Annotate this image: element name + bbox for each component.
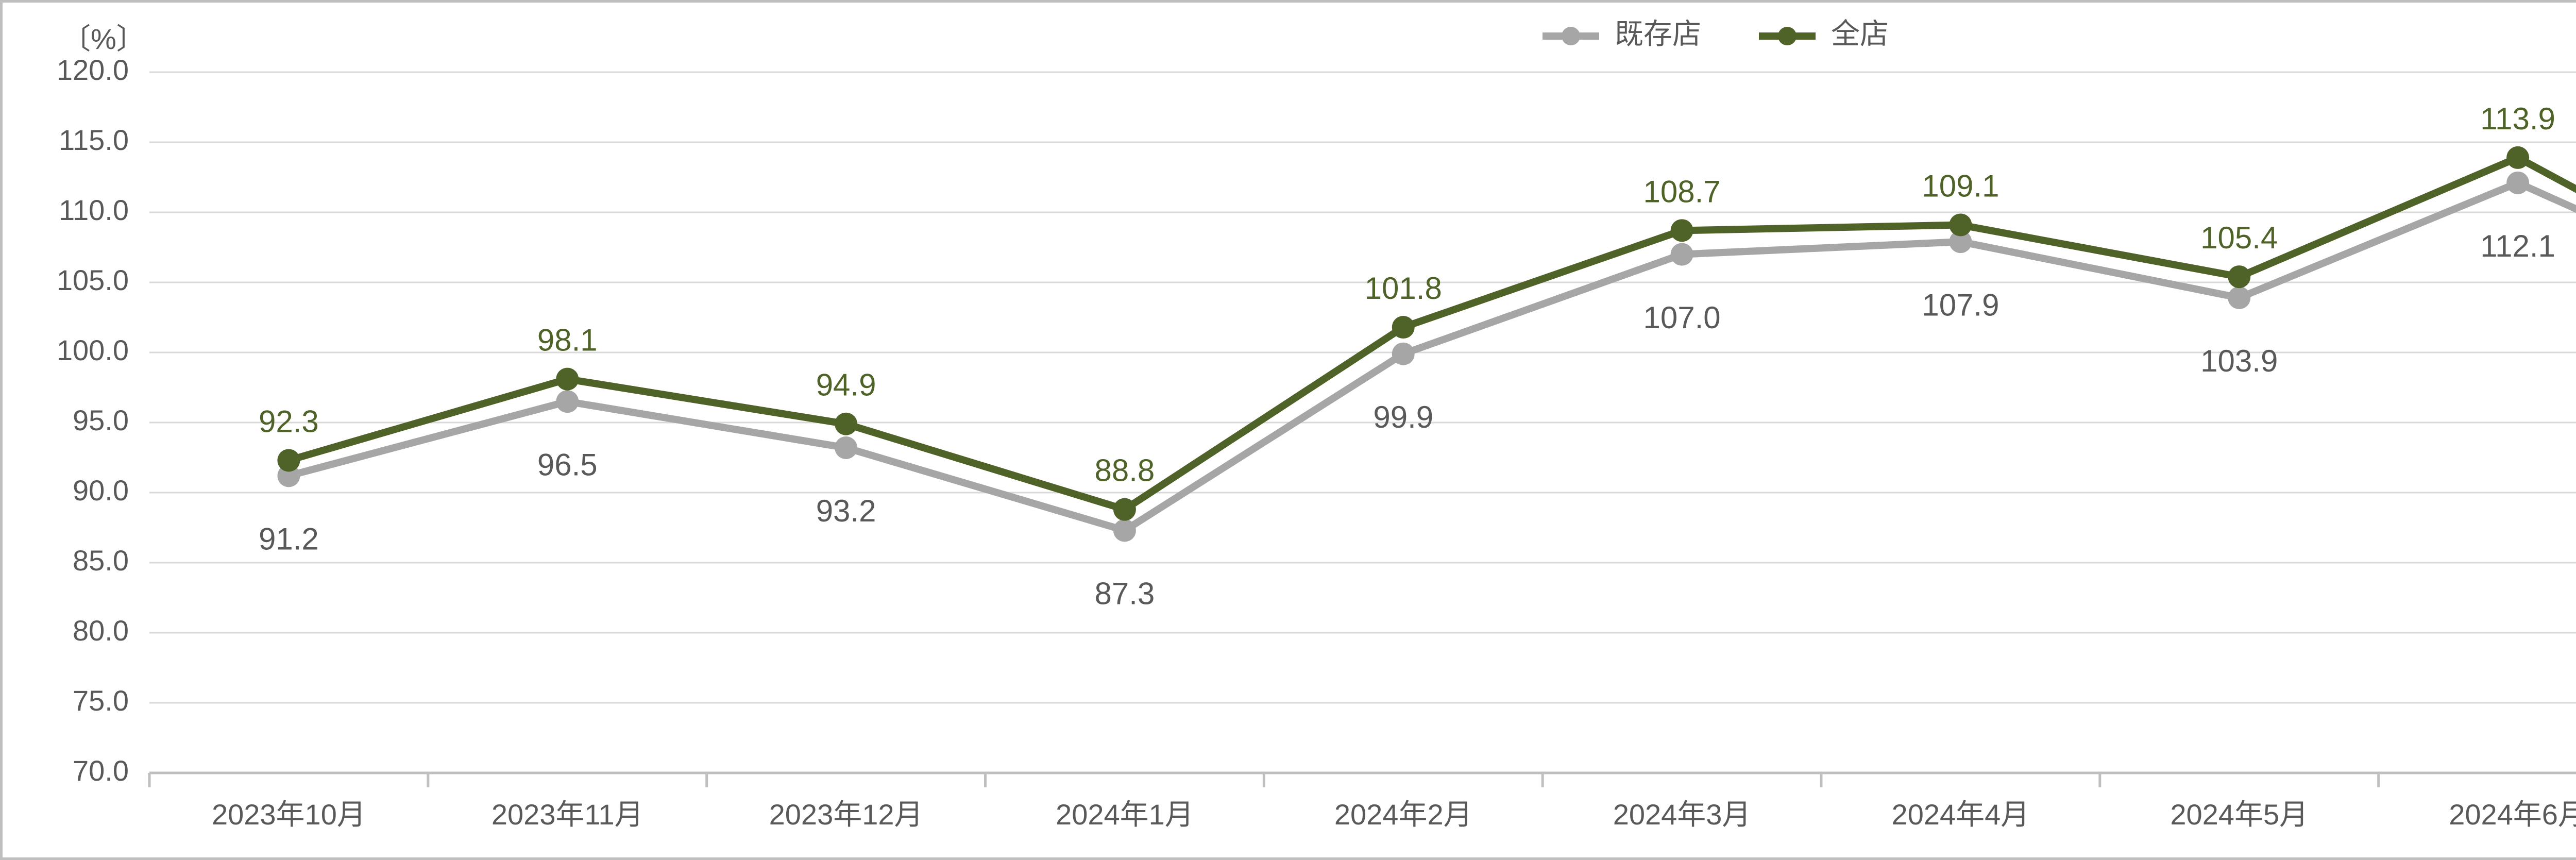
y-tick-label: 75.0 xyxy=(73,684,129,717)
y-tick-label: 70.0 xyxy=(73,754,129,787)
data-label-1: 113.9 xyxy=(2480,102,2555,136)
data-label-0: 112.1 xyxy=(2480,229,2555,263)
y-tick-label: 110.0 xyxy=(59,194,129,226)
data-label-1: 105.4 xyxy=(2200,221,2278,255)
x-tick-label: 2023年12月 xyxy=(769,798,923,831)
chart-container: 70.0 75.0 80.0 85.0 90.0 95.0 100.0 105.0 110.0 1… xyxy=(0,0,2576,860)
y-tick-label: 80.0 xyxy=(73,614,129,647)
data-label-1: 88.8 xyxy=(1095,453,1155,488)
series-marker-0 xyxy=(1392,343,1415,365)
series-marker-1 xyxy=(835,413,857,435)
data-label-0: 91.2 xyxy=(259,522,319,557)
legend-marker-0 xyxy=(1562,27,1580,45)
data-label-1: 92.3 xyxy=(259,404,319,439)
series-marker-1 xyxy=(556,368,579,391)
series-marker-1 xyxy=(2228,265,2250,288)
y-tick-label: 100.0 xyxy=(57,334,129,366)
data-label-1: 108.7 xyxy=(1643,174,1721,209)
x-tick-label: 2024年5月 xyxy=(2170,798,2308,831)
series-marker-1 xyxy=(2506,146,2529,169)
x-tick-label: 2023年11月 xyxy=(492,798,643,831)
x-tick-label: 2024年4月 xyxy=(1892,798,2030,831)
y-tick-label: 105.0 xyxy=(57,264,129,296)
series-marker-0 xyxy=(2506,172,2529,194)
series-marker-0 xyxy=(1113,519,1136,542)
data-label-0: 87.3 xyxy=(1095,577,1155,611)
data-label-1: 109.1 xyxy=(1922,168,1999,203)
legend-marker-1 xyxy=(1778,27,1797,45)
series-marker-1 xyxy=(1671,219,1693,242)
legend-label-0: 既存店 xyxy=(1615,18,1701,50)
data-label-1: 94.9 xyxy=(816,368,876,402)
x-tick-label: 2024年3月 xyxy=(1613,798,1751,831)
y-tick-label: 85.0 xyxy=(73,544,129,577)
legend-label-1: 全店 xyxy=(1831,18,1889,50)
series-marker-1 xyxy=(1392,316,1415,339)
data-label-0: 107.9 xyxy=(1922,288,1999,322)
series-marker-0 xyxy=(835,436,857,459)
y-tick-label: 95.0 xyxy=(73,404,129,436)
x-tick-label: 2024年1月 xyxy=(1056,798,1194,831)
y-tick-label: 120.0 xyxy=(57,54,129,86)
data-label-0: 96.5 xyxy=(537,447,598,482)
series-marker-1 xyxy=(277,449,300,471)
y-tick-label: 90.0 xyxy=(73,474,129,507)
series-marker-0 xyxy=(2228,286,2250,309)
data-label-0: 107.0 xyxy=(1643,300,1721,335)
y-axis-title: 〔%〕 xyxy=(62,23,145,55)
data-label-1: 101.8 xyxy=(1365,271,1442,306)
x-tick-label: 2024年6月 xyxy=(2449,798,2576,831)
series-marker-1 xyxy=(1949,213,1972,236)
series-marker-0 xyxy=(1671,243,1693,266)
x-tick-label: 2024年2月 xyxy=(1334,798,1472,831)
x-tick-label: 2023年10月 xyxy=(212,798,366,831)
series-marker-0 xyxy=(556,390,579,413)
data-label-1: 98.1 xyxy=(537,323,598,358)
data-label-0: 93.2 xyxy=(816,494,876,528)
line-chart: 70.0 75.0 80.0 85.0 90.0 95.0 100.0 105.0 110.0 1… xyxy=(0,0,2576,860)
data-label-0: 99.9 xyxy=(1373,400,1433,434)
y-tick-label: 115.0 xyxy=(59,124,129,156)
data-label-0: 103.9 xyxy=(2200,344,2278,378)
series-marker-1 xyxy=(1113,498,1136,521)
